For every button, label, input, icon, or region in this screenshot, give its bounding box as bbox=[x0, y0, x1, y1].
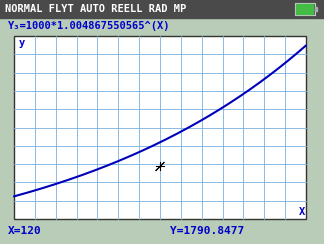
Text: X=120: X=120 bbox=[8, 226, 42, 236]
Bar bbox=[315, 7, 317, 11]
Bar bbox=[295, 3, 315, 15]
Text: X: X bbox=[299, 207, 305, 217]
Bar bbox=[296, 4, 313, 14]
Bar bbox=[14, 36, 306, 219]
Text: Y=1790.8477: Y=1790.8477 bbox=[170, 226, 244, 236]
Text: NORMAL FLYT AUTO REELL RAD MP: NORMAL FLYT AUTO REELL RAD MP bbox=[5, 4, 186, 14]
Bar bbox=[0, 0, 324, 18]
Text: Y₃=1000*1.004867550565^(X): Y₃=1000*1.004867550565^(X) bbox=[8, 21, 170, 31]
Text: y: y bbox=[19, 38, 25, 48]
